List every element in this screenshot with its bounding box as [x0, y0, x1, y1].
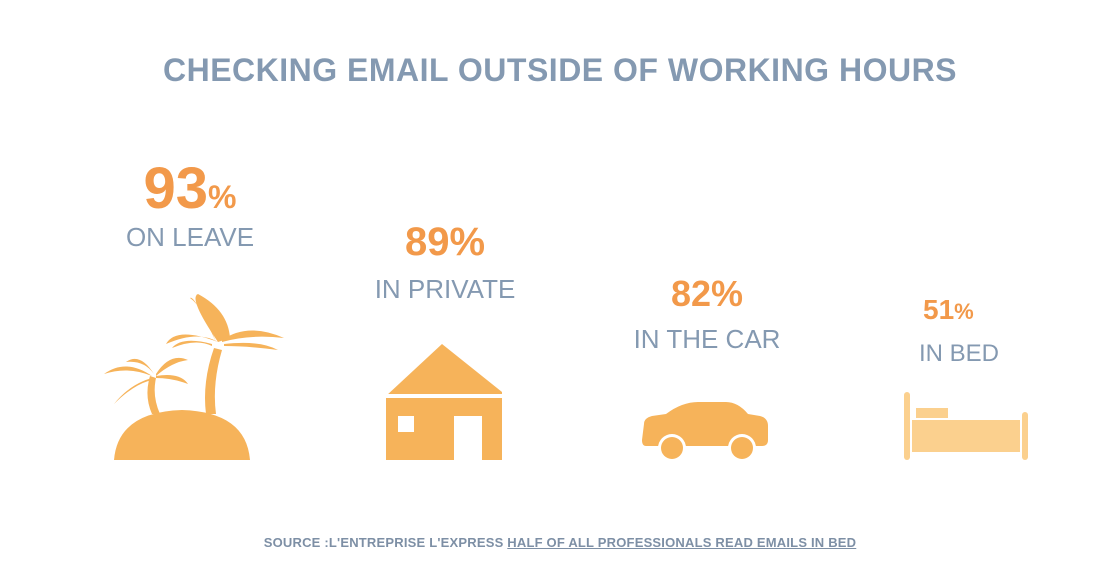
stat-number: 82	[670, 273, 712, 314]
stat-unit: %	[449, 220, 486, 264]
stat-in-private: 89% IN PRIVATE	[355, 222, 535, 302]
stat-value: 51%	[895, 296, 1035, 324]
stat-number: 51	[923, 294, 955, 325]
source-prefix: SOURCE :L'ENTREPRISE L'EXPRESS	[263, 535, 508, 550]
car-icon	[642, 402, 768, 462]
stat-in-the-car: 82% IN THE CAR	[612, 276, 802, 354]
stat-value: 93%	[100, 160, 280, 218]
palm-island-icon	[104, 294, 284, 460]
stat-unit: %	[711, 273, 744, 314]
stat-label: IN PRIVATE	[374, 274, 516, 304]
stat-number: 89	[404, 220, 450, 264]
bed-icon	[904, 392, 1028, 460]
stat-value: 82%	[612, 276, 802, 312]
stat-unit: %	[208, 179, 237, 215]
stat-unit: %	[954, 299, 974, 324]
source-link[interactable]: HALF OF ALL PROFESSIONALS READ EMAILS IN…	[507, 535, 857, 550]
stat-in-bed: 51% IN BED	[895, 296, 1035, 366]
stat-label: IN THE CAR	[633, 324, 781, 354]
house-icon	[386, 344, 502, 460]
stat-label: ON LEAVE	[125, 222, 255, 252]
stat-label: IN BED	[919, 340, 1000, 367]
stat-value: 89%	[355, 222, 535, 262]
stat-on-leave: 93% ON LEAVE	[100, 160, 280, 252]
source-note: SOURCE :L'ENTREPRISE L'EXPRESS HALF OF A…	[0, 535, 1120, 550]
chart-title: CHECKING EMAIL OUTSIDE OF WORKING HOURS	[162, 52, 958, 88]
stat-number: 93	[143, 156, 209, 221]
